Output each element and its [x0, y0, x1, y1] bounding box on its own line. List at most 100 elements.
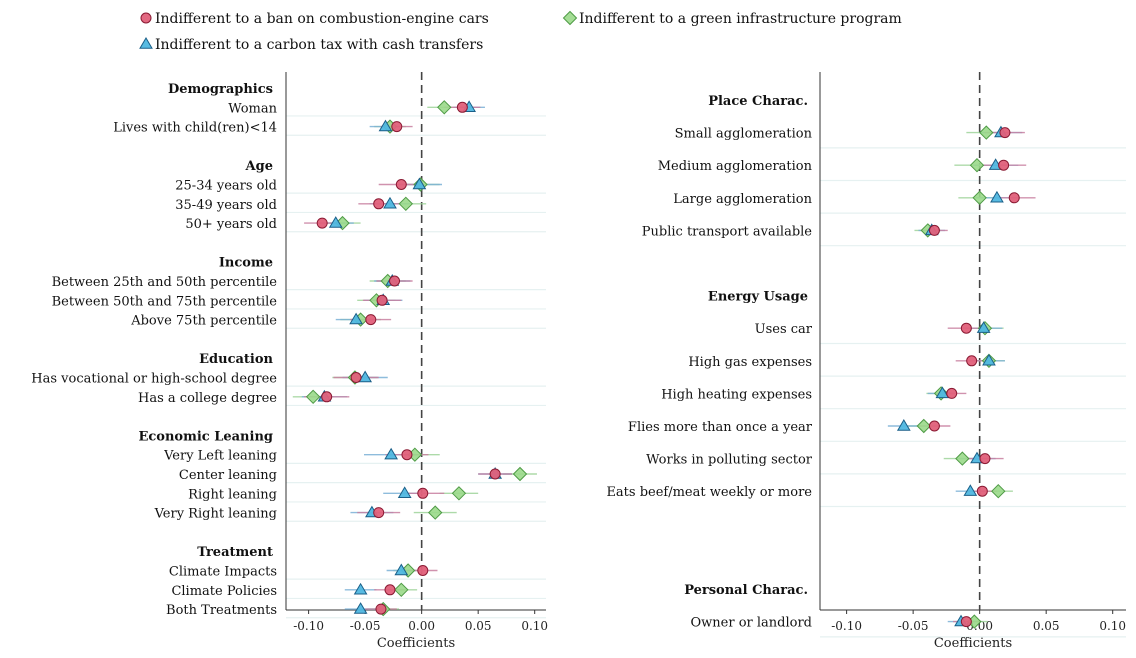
- row-label-high-heating-expenses: High heating expenses: [661, 387, 812, 402]
- band-50-years-old: [286, 214, 546, 232]
- point-ban-has-a-college-degree: [321, 391, 333, 403]
- row-high-gas-expenses: [955, 353, 1005, 369]
- band-has-vocational-or-high-school-degree: [286, 368, 546, 387]
- group-header-economic-leaning: Economic Leaning: [138, 429, 273, 444]
- band-flies-more-than-once-a-year: [820, 410, 1126, 442]
- point-tax-uses-car: [976, 321, 991, 333]
- point-tax-flies-more-than-once-a-year: [896, 419, 911, 431]
- row-label-very-right-leaning: Very Right leaning: [154, 507, 277, 522]
- row-both-treatments: [344, 601, 400, 617]
- group-header-income: Income: [219, 256, 273, 271]
- row-high-heating-expenses: [926, 386, 967, 401]
- point-tax-has-vocational-or-high-school-degree: [358, 370, 373, 383]
- row-has-vocational-or-high-school-degree: [332, 370, 388, 385]
- row-center-leaning: [478, 466, 537, 482]
- band-lives-with-child-ren-14: [286, 117, 546, 136]
- row-label-above-75th-percentile: Above 75th percentile: [130, 314, 277, 329]
- row-very-left-leaning: [364, 447, 440, 462]
- point-ban-above-75th-percentile: [365, 314, 377, 326]
- x-tick-label-2: 0.00: [408, 619, 435, 633]
- point-ban-25-34-years-old: [395, 179, 407, 190]
- legend-item-tax: Indifferent to a carbon tax with cash tr…: [139, 37, 483, 53]
- row-climate-impacts: [386, 563, 438, 578]
- point-tax-lives-with-child-ren-14: [378, 119, 393, 132]
- row-eats-beef-meat-weekly-or-more: [955, 483, 1013, 499]
- point-ban-climate-policies: [384, 584, 396, 596]
- x-ticks: -0.10 -0.05 0.00 0.05 0.10: [831, 610, 1126, 633]
- point-ban-medium-agglomeration: [998, 159, 1010, 171]
- x-tick-label-4: 0.10: [1099, 619, 1126, 633]
- point-tax-high-heating-expenses: [935, 386, 950, 399]
- point-green-center-leaning: [512, 466, 528, 482]
- row-between-50th-and-75th-percentile: [357, 293, 403, 308]
- group-header-energy-usage: Energy Usage: [708, 290, 808, 305]
- point-ban-woman: [456, 101, 468, 113]
- legend-marker-ban: [140, 12, 152, 24]
- row-woman: [427, 100, 485, 115]
- x-tick-label-0: -0.10: [293, 619, 324, 633]
- row-lives-with-child-ren-14: [369, 119, 413, 134]
- row-label-woman: Woman: [228, 101, 277, 116]
- row-label-eats-beef-meat-weekly-or-more: Eats beef/meat weekly or more: [606, 485, 812, 500]
- point-tax-35-49-years-old: [383, 196, 397, 209]
- point-ban-small-agglomeration: [999, 127, 1011, 139]
- legend-label-tax: Indifferent to a carbon tax with cash tr…: [155, 37, 483, 53]
- point-tax-eats-beef-meat-weekly-or-more: [963, 484, 978, 496]
- row-works-in-polluting-sector: [943, 451, 1004, 466]
- x-tick-label-1: -0.05: [898, 619, 929, 633]
- point-green-small-agglomeration: [979, 125, 994, 140]
- point-tax-50-years-old: [328, 216, 343, 228]
- x-tick-label-0: -0.10: [831, 619, 862, 633]
- row-label-between-50th-and-75th-percentile: Between 50th and 75th percentile: [52, 294, 278, 309]
- row-above-75th-percentile: [335, 312, 392, 327]
- group-header-demographics: Demographics: [168, 82, 273, 97]
- row-label-both-treatments: Both Treatments: [166, 603, 277, 618]
- row-label-large-agglomeration: Large agglomeration: [673, 192, 812, 207]
- row-label-small-agglomeration: Small agglomeration: [675, 127, 813, 142]
- row-right-leaning: [383, 486, 479, 501]
- row-label-50-years-old: 50+ years old: [185, 217, 277, 232]
- legend-item-ban: Indifferent to a ban on combustion-engin…: [140, 11, 489, 27]
- point-green-woman: [437, 100, 452, 115]
- point-ban-lives-with-child-ren-14: [391, 121, 403, 133]
- point-ban-between-25th-and-50th-percentile: [389, 275, 401, 287]
- point-ban-very-left-leaning: [401, 449, 413, 461]
- x-tick-label-1: -0.05: [350, 619, 381, 633]
- point-tax-climate-impacts: [394, 563, 409, 576]
- point-green-eats-beef-meat-weekly-or-more: [991, 483, 1006, 499]
- x-tick-label-3: 0.05: [465, 619, 492, 633]
- bands: [286, 98, 546, 619]
- point-tax-both-treatments: [353, 602, 368, 614]
- row-public-transport-available: [914, 223, 948, 238]
- row-label-high-gas-expenses: High gas expenses: [688, 355, 812, 370]
- row-label-has-a-college-degree: Has a college degree: [138, 391, 277, 406]
- row-between-25th-and-50th-percentile: [369, 273, 413, 289]
- group-header-treatment: Treatment: [197, 545, 273, 560]
- point-green-works-in-polluting-sector: [955, 451, 970, 466]
- point-ban-large-agglomeration: [1008, 192, 1020, 204]
- point-tax-above-75th-percentile: [349, 312, 363, 325]
- group-header-place-charac: Place Charac.: [708, 94, 808, 109]
- point-green-flies-more-than-once-a-year: [916, 418, 931, 434]
- band-woman: [286, 98, 546, 116]
- row-label-very-left-leaning: Very Left leaning: [163, 449, 277, 464]
- x-tick-label-3: 0.05: [1033, 619, 1060, 633]
- point-tax-right-leaning: [397, 486, 412, 498]
- band-above-75th-percentile: [286, 310, 546, 329]
- row-flies-more-than-once-a-year: [887, 418, 951, 434]
- row-label-between-25th-and-50th-percentile: Between 25th and 50th percentile: [52, 275, 278, 290]
- x-axis-title: Coefficients: [934, 636, 1012, 651]
- point-ban-public-transport-available: [928, 224, 940, 236]
- point-ban-center-leaning: [489, 468, 501, 480]
- legend-marker-tax: [139, 37, 153, 49]
- x-ticks: -0.10 -0.05 0.00 0.05 0.10: [293, 610, 548, 633]
- row-35-49-years-old: [358, 196, 427, 212]
- point-ban-between-50th-and-75th-percentile: [376, 294, 388, 306]
- legend: Indifferent to a ban on combustion-engin…: [139, 10, 902, 53]
- legend-label-green: Indifferent to a green infrastructure pr…: [579, 11, 902, 27]
- point-tax-very-left-leaning: [384, 447, 399, 460]
- point-green-climate-policies: [394, 582, 409, 598]
- band-high-heating-expenses: [820, 378, 1126, 409]
- group-header-age: Age: [245, 159, 273, 174]
